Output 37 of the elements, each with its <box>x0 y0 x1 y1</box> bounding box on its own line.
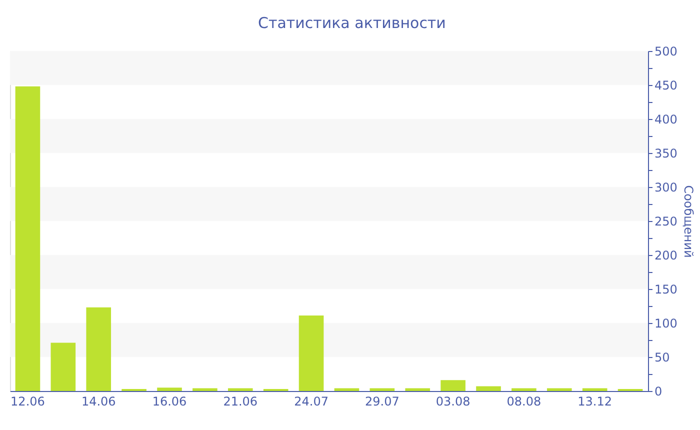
bar <box>440 380 466 391</box>
bar <box>228 388 253 391</box>
bar <box>192 388 218 391</box>
x-tick-label: 24.07 <box>294 394 328 408</box>
y-tick-label: 400 <box>654 112 678 126</box>
y-tick-label: 100 <box>654 316 678 330</box>
x-tick-label: 16.06 <box>152 394 187 408</box>
bar <box>15 86 40 391</box>
bar <box>334 388 360 391</box>
y-tick-label: 500 <box>654 44 678 58</box>
y-tick-label: 50 <box>654 350 670 364</box>
bar <box>476 386 501 391</box>
y-tick-label: 0 <box>654 384 662 398</box>
y-tick-label: 450 <box>654 78 678 92</box>
y-tick-label: 250 <box>654 214 678 228</box>
x-tick-label: 12.06 <box>10 394 45 408</box>
y-tick-label: 150 <box>654 282 678 296</box>
bar <box>512 388 536 391</box>
x-tick-label: 08.08 <box>506 394 542 408</box>
x-tick-label: 29.07 <box>364 394 400 408</box>
bar <box>298 316 324 391</box>
y-tick-label: 350 <box>654 146 678 160</box>
y-axis-title: Сообщений <box>681 185 696 258</box>
bar <box>405 388 430 391</box>
y-tick-label: 200 <box>654 248 678 262</box>
x-tick-label: 21.06 <box>223 394 258 408</box>
x-tick-label: 03.08 <box>436 394 470 408</box>
bar <box>370 388 395 391</box>
bar <box>86 307 112 391</box>
bar <box>546 388 572 391</box>
bar <box>157 388 182 391</box>
bar <box>50 342 76 391</box>
y-tick-label: 300 <box>654 180 678 194</box>
x-tick-label: 14.06 <box>81 394 116 408</box>
x-tick-label: 13.12 <box>578 394 612 408</box>
chart-title: Статистика активности <box>258 14 446 32</box>
bar <box>582 388 608 391</box>
